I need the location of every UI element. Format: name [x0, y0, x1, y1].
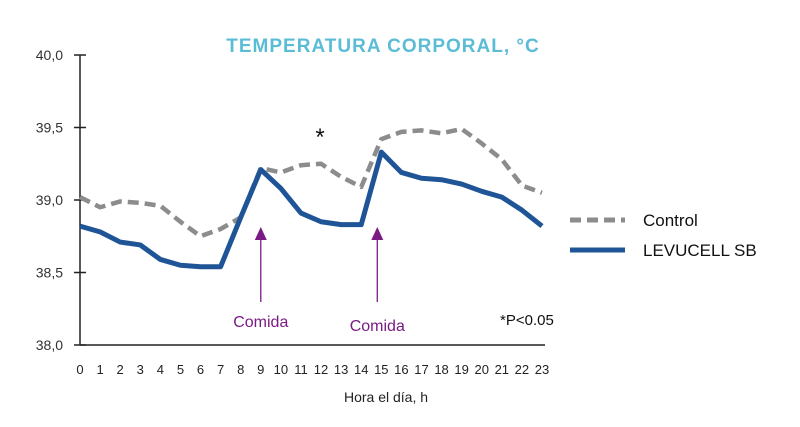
x-tick-label: 9	[257, 362, 264, 377]
x-tick-label: 16	[394, 362, 408, 377]
x-tick-label: 13	[334, 362, 348, 377]
x-tick-label: 5	[177, 362, 184, 377]
significance-asterisk: *	[315, 124, 324, 151]
x-tick-label: 19	[454, 362, 468, 377]
x-tick-label: 20	[475, 362, 489, 377]
significance-note: *P<0.05	[500, 312, 554, 329]
legend-label-levucell: LEVUCELL SB	[643, 241, 757, 260]
x-tick-label: 0	[76, 362, 83, 377]
legend: Control LEVUCELL SB	[570, 211, 757, 260]
y-tick-label: 38,5	[36, 265, 63, 281]
x-tick-label: 23	[535, 362, 549, 377]
x-tick-label: 11	[294, 362, 308, 377]
x-axis-label: Hora el día, h	[344, 389, 428, 405]
meal-label: Comida	[350, 318, 405, 335]
x-tick-label: 10	[274, 362, 288, 377]
x-tick-label: 17	[414, 362, 428, 377]
x-tick-label: 14	[354, 362, 368, 377]
chart-title: TEMPERATURA CORPORAL, °C	[226, 36, 539, 57]
y-tick-label: 39,5	[36, 120, 63, 136]
x-tick-label: 7	[217, 362, 224, 377]
y-tick-label: 39,0	[36, 192, 63, 208]
x-tick-label: 3	[137, 362, 144, 377]
y-tick-label: 40,0	[36, 47, 63, 63]
x-tick-label: 12	[314, 362, 328, 377]
series-line-control	[78, 126, 543, 239]
series-line-levucell	[79, 149, 544, 270]
meal-label: Comida	[233, 314, 288, 331]
x-tick-label: 15	[374, 362, 388, 377]
x-tick-label: 22	[515, 362, 529, 377]
x-tick-label: 4	[157, 362, 164, 377]
meal-arrow-head	[371, 227, 384, 240]
x-tick-label: 2	[117, 362, 124, 377]
meal-arrow-head	[254, 227, 267, 240]
x-tick-label: 8	[237, 362, 244, 377]
x-tick-label: 18	[434, 362, 448, 377]
legend-label-control: Control	[643, 211, 698, 230]
x-tick-label: 1	[96, 362, 103, 377]
x-tick-label: 21	[495, 362, 509, 377]
x-tick-label: 6	[197, 362, 204, 377]
y-tick-label: 38,0	[36, 337, 63, 353]
